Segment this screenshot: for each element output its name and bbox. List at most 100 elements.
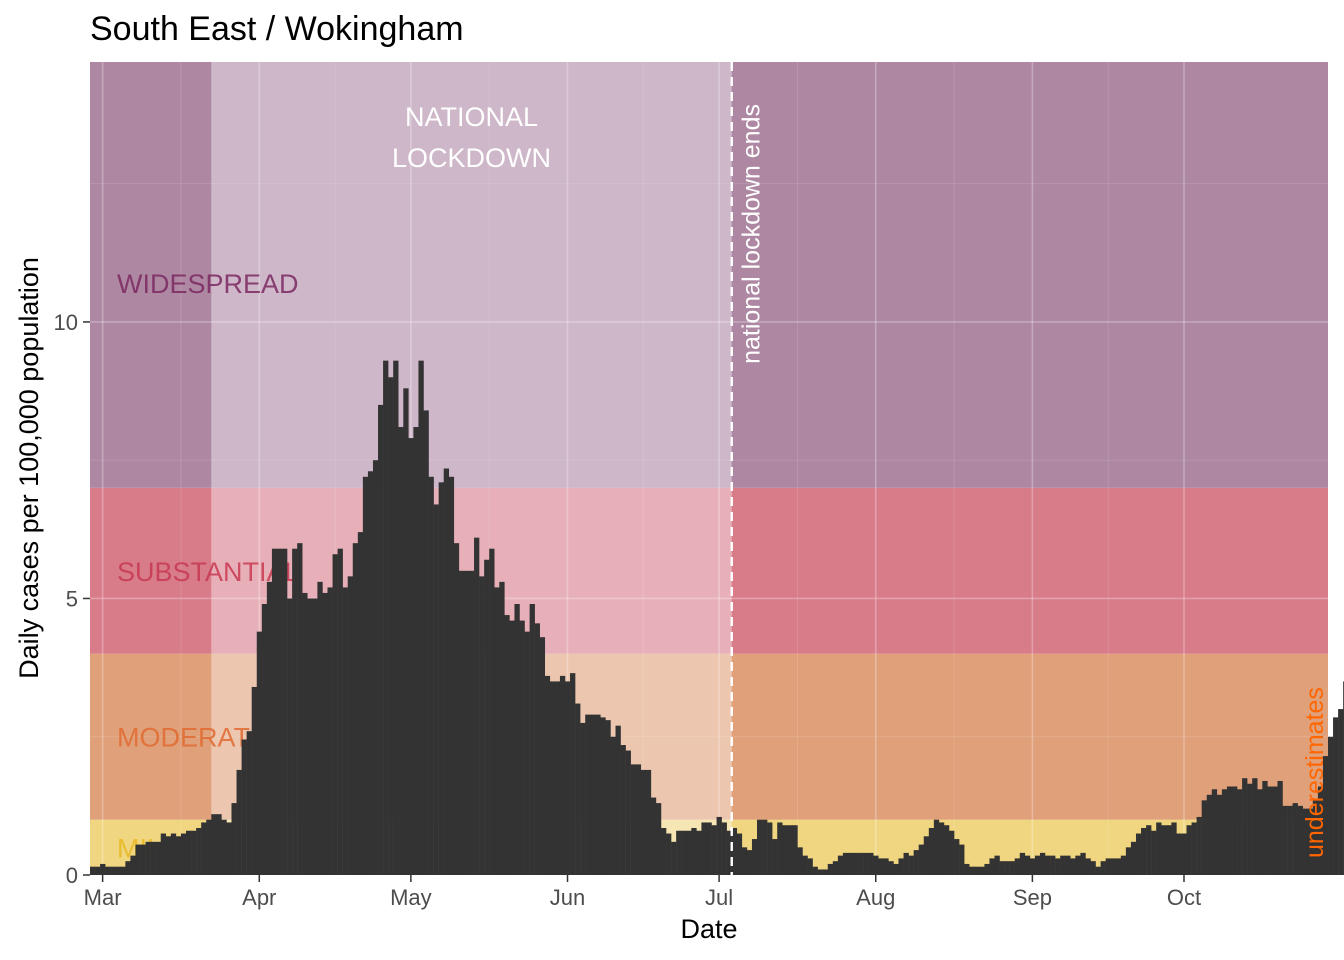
- bar: [1029, 858, 1036, 875]
- bar: [792, 825, 798, 875]
- bar: [635, 764, 642, 875]
- bar: [630, 764, 636, 875]
- bar: [1231, 786, 1238, 875]
- bar: [479, 576, 485, 875]
- bar: [90, 866, 96, 875]
- bar: [767, 822, 773, 875]
- bar: [1216, 794, 1223, 875]
- bar: [994, 855, 1000, 875]
- bar: [1125, 847, 1132, 875]
- bar: [751, 839, 758, 875]
- bar: [1075, 855, 1081, 875]
- bar: [1171, 822, 1177, 875]
- bar: [201, 822, 207, 875]
- bar: [438, 482, 444, 875]
- bar: [640, 769, 647, 875]
- bar: [433, 504, 439, 875]
- bar: [175, 836, 182, 875]
- bar: [655, 803, 662, 875]
- bar: [1191, 822, 1197, 875]
- bar: [812, 866, 818, 875]
- bar: [1257, 789, 1263, 875]
- bar: [1322, 756, 1329, 875]
- bar: [1221, 789, 1228, 875]
- y-tick-label: 5: [66, 586, 78, 611]
- bar: [1146, 825, 1152, 875]
- bar: [575, 703, 581, 875]
- bar: [1287, 805, 1293, 875]
- bar: [1242, 778, 1248, 875]
- bar: [1085, 858, 1091, 875]
- bar: [1070, 858, 1076, 875]
- bar: [827, 863, 834, 875]
- bar: [1267, 786, 1273, 875]
- bar: [590, 714, 596, 875]
- bar: [1120, 855, 1127, 875]
- bar: [676, 830, 682, 875]
- bar: [1166, 825, 1172, 875]
- bar: [458, 570, 465, 875]
- bar: [873, 855, 879, 875]
- bar: [145, 841, 151, 875]
- bar: [378, 404, 384, 875]
- bar: [949, 830, 955, 875]
- bar: [1065, 855, 1071, 875]
- bar: [1282, 805, 1288, 875]
- underestimates-note: underestimates: [1301, 687, 1329, 858]
- bar: [716, 816, 722, 875]
- bar: [292, 548, 298, 875]
- bar: [984, 863, 990, 875]
- bar: [1110, 858, 1117, 875]
- bar: [832, 861, 839, 875]
- bar: [1237, 789, 1243, 875]
- bar: [544, 675, 551, 875]
- bar: [943, 825, 950, 875]
- bar: [1115, 858, 1122, 875]
- bar: [499, 581, 505, 875]
- bar: [170, 833, 177, 875]
- bars: [90, 360, 1344, 875]
- bar: [140, 844, 146, 875]
- bar: [322, 592, 328, 875]
- bar: [711, 825, 717, 875]
- bar: [858, 852, 864, 875]
- bar: [191, 830, 197, 875]
- bar: [736, 833, 743, 875]
- bar: [484, 559, 490, 875]
- bar: [1019, 852, 1026, 875]
- bar: [509, 620, 515, 875]
- bar: [1226, 786, 1233, 875]
- bar: [1090, 861, 1096, 875]
- bar: [549, 681, 556, 875]
- bar: [110, 866, 116, 875]
- bar: [1034, 855, 1041, 875]
- bar: [868, 852, 874, 875]
- x-tick-label: Oct: [1167, 885, 1201, 910]
- bar: [494, 587, 500, 875]
- lockdown-label: NATIONAL LOCKDOWN: [392, 102, 551, 173]
- bar: [196, 827, 202, 875]
- bar: [1272, 786, 1278, 875]
- bar: [681, 830, 687, 875]
- bar: [893, 863, 899, 875]
- bar: [913, 850, 919, 875]
- bar: [570, 673, 576, 875]
- bar: [160, 833, 167, 875]
- bar: [362, 476, 369, 875]
- x-tick-label: May: [390, 885, 432, 910]
- bar: [938, 822, 945, 875]
- bar: [1105, 858, 1111, 875]
- level-bands: [90, 62, 1328, 875]
- bar: [979, 866, 985, 875]
- bar: [408, 438, 414, 875]
- bar: [903, 852, 909, 875]
- bar: [357, 532, 364, 875]
- bar: [100, 863, 106, 875]
- bar: [726, 830, 732, 875]
- bar: [787, 825, 793, 875]
- bar: [691, 827, 697, 875]
- bar: [226, 822, 232, 875]
- bar: [650, 797, 657, 875]
- bar: [276, 548, 283, 875]
- bar: [842, 852, 849, 875]
